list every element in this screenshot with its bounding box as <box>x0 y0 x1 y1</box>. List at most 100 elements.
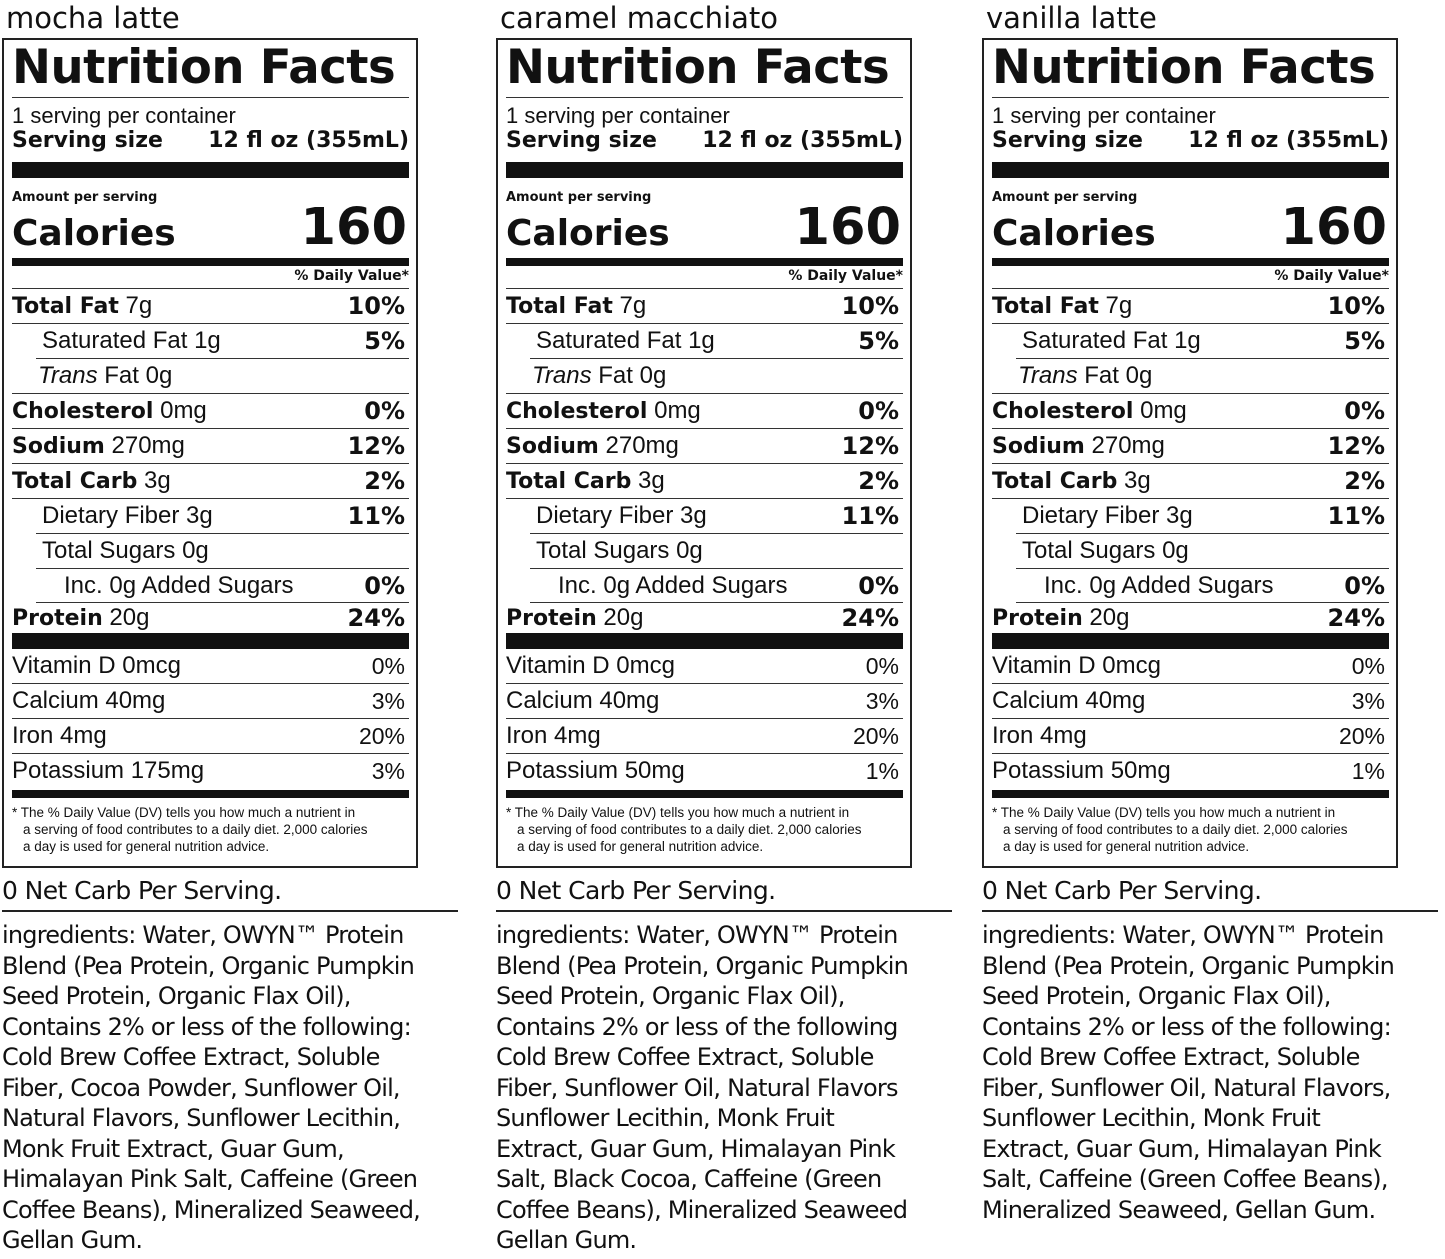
calories-label: Calories <box>12 213 176 254</box>
daily-value-footnote: * The % Daily Value (DV) tells you how m… <box>506 805 862 854</box>
nutrient-label: Cholesterol <box>992 399 1134 424</box>
medium-divider <box>992 258 1389 266</box>
nutrient-label: Dietary Fiber 3g <box>1022 502 1193 529</box>
calories-value: 160 <box>300 198 407 257</box>
nutrient-label: Iron 4mg <box>506 722 601 749</box>
nutrition-facts-title: Nutrition Facts <box>506 40 890 95</box>
net-carb-statement: 0 Net Carb Per Serving. <box>2 876 458 912</box>
nutrient-label: Sodium <box>992 434 1085 459</box>
ingredients-line: Cold Brew Coffee Extract, Soluble <box>982 1043 1360 1071</box>
dietary-fiber-row: Dietary Fiber 3g 11% <box>36 499 409 534</box>
nutrient-dv: 5% <box>364 327 405 355</box>
sodium-row: Sodium 270mg 12% <box>506 429 903 464</box>
total-sugars-row: Total Sugars 0g <box>36 534 409 568</box>
ingredients-line: Extract, Guar Gum, Himalayan Pink <box>982 1134 1382 1163</box>
nutrient-dv: 24% <box>1327 604 1385 632</box>
nutrient-label: Inc. 0g Added Sugars <box>64 571 294 599</box>
protein-row: Protein 20g 24% <box>506 603 903 633</box>
servings-per-container: 1 serving per container <box>506 103 730 128</box>
saturated-fat-row: Saturated Fat 1g 5% <box>530 324 903 359</box>
nutrient-dv: 12% <box>841 432 899 460</box>
added-sugars-row: Inc. 0g Added Sugars 0% <box>36 568 409 603</box>
protein-row: Protein 20g 24% <box>12 603 409 633</box>
nutrient-label: Total Fat <box>506 294 613 319</box>
nutrient-amount: 20g <box>109 604 150 631</box>
ingredients-line: ingredients: Water, OWYN™ Protein <box>2 921 404 949</box>
nutrient-label: Total Carb <box>992 469 1118 494</box>
ingredients-line: Sunflower Lecithin, Monk Fruit <box>982 1104 1321 1132</box>
amount-per-serving: Amount per serving <box>506 190 652 205</box>
nutrient-dv: 5% <box>858 327 899 355</box>
nutrient-dv: 11% <box>1327 502 1385 530</box>
ingredients-line: Blend (Pea Protein, Organic Pumpkin <box>496 951 909 980</box>
serving-size-label: Serving size <box>12 128 163 153</box>
panel-vanilla-latte: vanilla latte Nutrition Facts 1 serving … <box>982 0 1445 1225</box>
thick-divider <box>992 633 1389 649</box>
nutrient-amount: 20g <box>603 604 644 631</box>
iron-row: Iron 4mg 20% <box>12 719 409 754</box>
nutrient-dv: 1% <box>1351 757 1385 784</box>
servings-per-container: 1 serving per container <box>12 103 236 128</box>
nutrient-label: Vitamin D 0mcg <box>506 652 675 679</box>
ingredients-line: Cold Brew Coffee Extract, Soluble <box>496 1043 874 1071</box>
cholesterol-row: Cholesterol 0mg 0% <box>506 394 903 429</box>
nutrient-label: Protein <box>992 606 1083 631</box>
ingredients-line: Salt, Caffeine (Green Coffee Beans), <box>982 1165 1389 1193</box>
nutrient-dv: 3% <box>1351 687 1385 714</box>
divider <box>506 97 903 98</box>
panel-mocha-latte: mocha latte Nutrition Facts 1 serving pe… <box>2 0 472 1256</box>
nutrient-dv: 0% <box>858 397 899 425</box>
nutrient-dv: 3% <box>371 757 405 784</box>
ingredients-line: Gellan Gum. <box>2 1226 143 1254</box>
net-carb-statement: 0 Net Carb Per Serving. <box>496 876 952 912</box>
nutrient-dv: 12% <box>1327 432 1385 460</box>
nutrient-label: Total Sugars 0g <box>42 537 209 564</box>
calories-row: Calories 160 <box>506 202 903 254</box>
medium-divider <box>506 258 903 266</box>
iron-row: Iron 4mg 20% <box>506 719 903 754</box>
iron-row: Iron 4mg 20% <box>992 719 1389 754</box>
nutrient-label: Calcium 40mg <box>992 687 1146 714</box>
nutrient-dv: 20% <box>1338 722 1385 749</box>
sodium-row: Sodium 270mg 12% <box>12 429 409 464</box>
vitamin-d-row: Vitamin D 0mcg 0% <box>12 649 409 684</box>
ingredients-line: Coffee Beans), Mineralized Seaweed <box>496 1195 908 1224</box>
thick-divider <box>992 162 1389 178</box>
trans-label: Trans <box>38 362 98 389</box>
calories-value: 160 <box>1280 198 1387 257</box>
vitamin-d-row: Vitamin D 0mcg 0% <box>506 649 903 684</box>
nutrient-dv: 10% <box>841 292 899 320</box>
nutrient-dv: 2% <box>858 467 899 495</box>
nutrient-label: Potassium 50mg <box>992 757 1171 784</box>
ingredients-line: Coffee Beans), Mineralized Seaweed, <box>2 1195 421 1224</box>
nutrient-label: Saturated Fat 1g <box>42 327 221 354</box>
ingredients-line: Mineralized Seaweed, Gellan Gum. <box>982 1195 1376 1224</box>
ingredients-line: Blend (Pea Protein, Organic Pumpkin <box>2 951 415 980</box>
nutrient-amount: 7g <box>619 292 647 319</box>
nutrient-dv: 10% <box>347 292 405 320</box>
nutrient-dv: 0% <box>865 652 899 679</box>
ingredients-line: Seed Protein, Organic Flax Oil), <box>496 982 845 1010</box>
nutrient-label: Saturated Fat 1g <box>1022 327 1201 354</box>
saturated-fat-row: Saturated Fat 1g 5% <box>36 324 409 359</box>
daily-value-header: % Daily Value* <box>992 266 1389 289</box>
nutrient-amount: 20g <box>1089 604 1130 631</box>
ingredients-line: Natural Flavors, Sunflower Lecithin, <box>2 1104 401 1132</box>
nutrient-dv: 24% <box>347 604 405 632</box>
medium-divider <box>12 258 409 266</box>
added-sugars-row: Inc. 0g Added Sugars 0% <box>1016 568 1389 603</box>
nutrient-dv: 0% <box>364 571 405 600</box>
nutrient-dv: 3% <box>371 687 405 714</box>
nutrient-dv: 1% <box>865 757 899 784</box>
nutrient-amount: 7g <box>125 292 153 319</box>
nutrient-dv: 0% <box>1344 397 1385 425</box>
nutrient-label: Fat 0g <box>1077 362 1153 389</box>
divider <box>992 97 1389 98</box>
divider <box>12 97 409 98</box>
calcium-row: Calcium 40mg 3% <box>12 684 409 719</box>
nutrient-amount: 7g <box>1105 292 1133 319</box>
nutrition-facts-title: Nutrition Facts <box>12 40 396 95</box>
medium-divider <box>12 790 409 798</box>
nutrient-dv: 12% <box>347 432 405 460</box>
ingredients-line: Fiber, Cocoa Powder, Sunflower Oil, <box>2 1073 401 1102</box>
